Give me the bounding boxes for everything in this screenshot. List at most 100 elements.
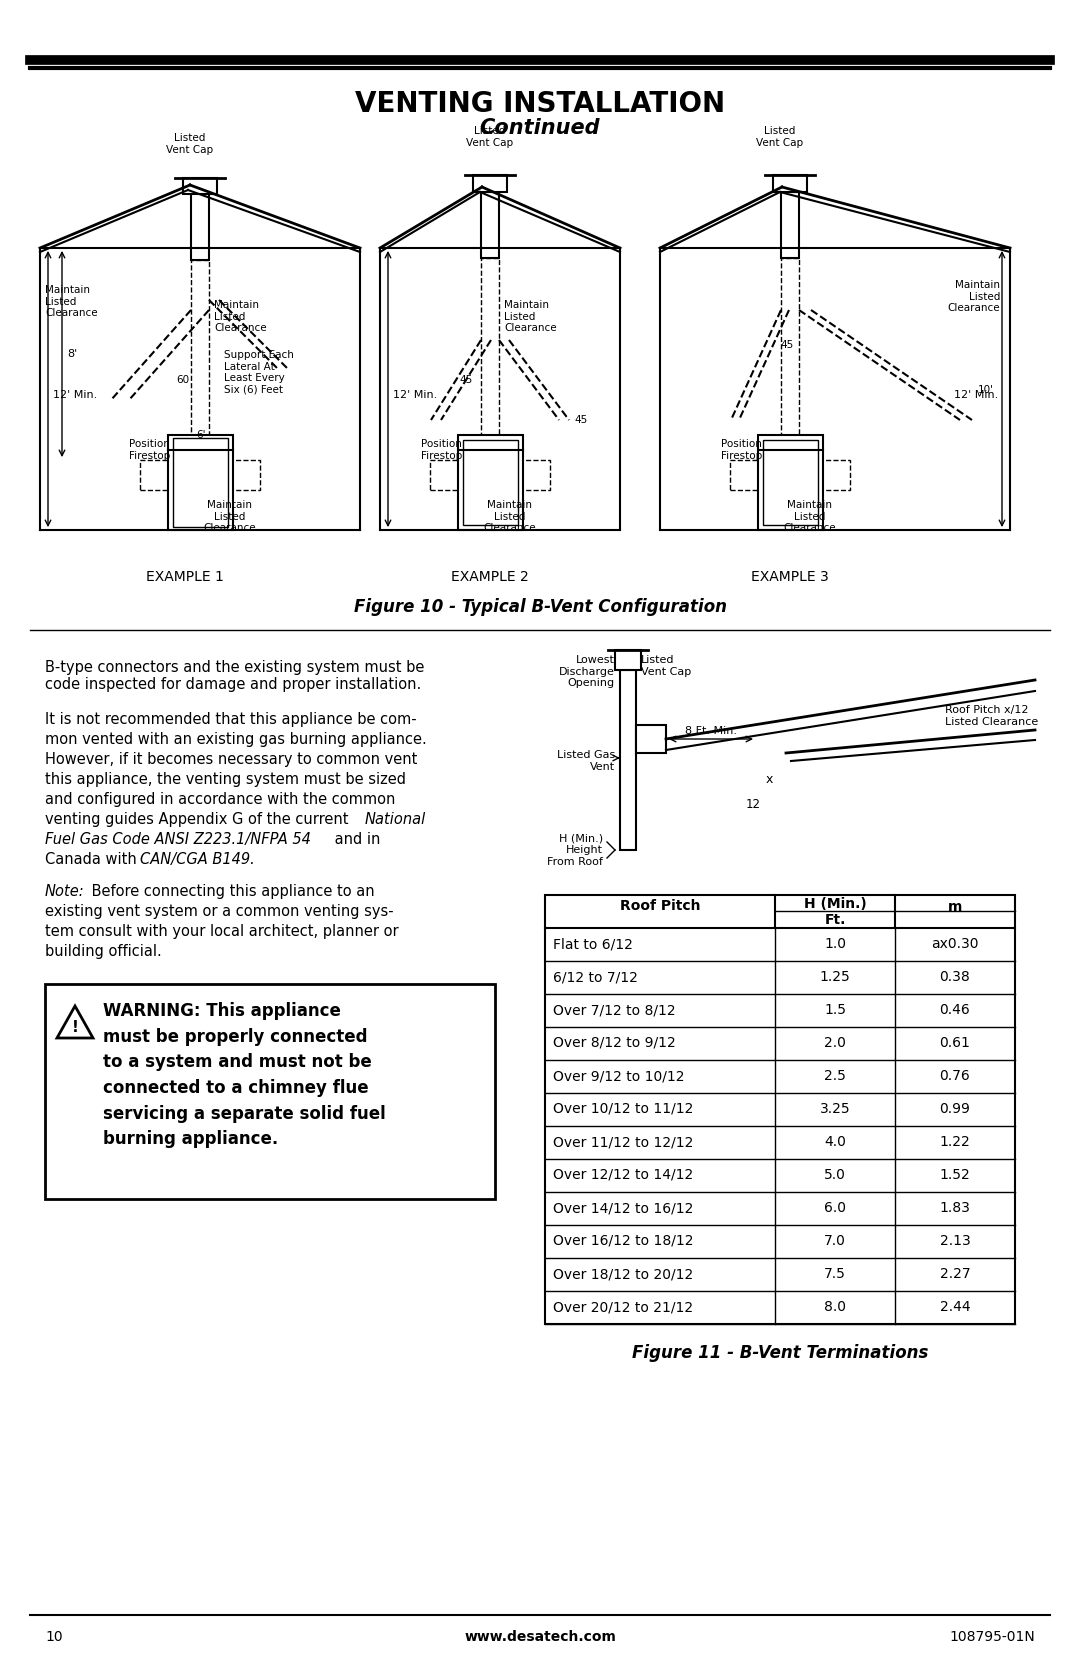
Text: this appliance, the venting system must be sized: this appliance, the venting system must … bbox=[45, 773, 406, 788]
Text: venting guides Appendix G of the current: venting guides Appendix G of the current bbox=[45, 813, 353, 828]
Text: However, if it becomes necessary to common vent: However, if it becomes necessary to comm… bbox=[45, 753, 417, 768]
Text: 8': 8' bbox=[67, 349, 78, 359]
Text: 4.0: 4.0 bbox=[824, 1135, 846, 1148]
Text: 45: 45 bbox=[573, 416, 588, 426]
Text: Over 18/12 to 20/12: Over 18/12 to 20/12 bbox=[553, 1267, 693, 1282]
Bar bbox=[773, 175, 807, 192]
Text: CAN/CGA B149.: CAN/CGA B149. bbox=[140, 851, 255, 866]
Text: 2.5: 2.5 bbox=[824, 1070, 846, 1083]
Text: Maintain
Listed
Clearance: Maintain Listed Clearance bbox=[214, 300, 267, 334]
Text: EXAMPLE 3: EXAMPLE 3 bbox=[751, 571, 828, 584]
Bar bbox=[183, 179, 217, 194]
Text: www.desatech.com: www.desatech.com bbox=[464, 1631, 616, 1644]
Text: Before connecting this appliance to an: Before connecting this appliance to an bbox=[87, 885, 375, 900]
Text: 45: 45 bbox=[781, 340, 794, 350]
Text: Canada with: Canada with bbox=[45, 851, 141, 866]
Text: Continued: Continued bbox=[480, 118, 600, 139]
Text: 12: 12 bbox=[746, 798, 761, 811]
Text: EXAMPLE 1: EXAMPLE 1 bbox=[146, 571, 224, 584]
Bar bbox=[730, 461, 850, 491]
Text: Over 14/12 to 16/12: Over 14/12 to 16/12 bbox=[553, 1202, 693, 1215]
Bar bbox=[781, 259, 799, 437]
Text: National: National bbox=[365, 813, 427, 828]
Text: 0.38: 0.38 bbox=[940, 970, 970, 985]
Text: 1.25: 1.25 bbox=[820, 970, 850, 985]
Bar bbox=[781, 192, 799, 259]
Text: 8 Ft. Min.: 8 Ft. Min. bbox=[685, 726, 737, 736]
Text: 2.13: 2.13 bbox=[940, 1233, 970, 1248]
Bar bbox=[615, 649, 642, 669]
Text: !: ! bbox=[71, 1020, 79, 1035]
Text: Fuel Gas Code ANSI Z223.1/NFPA 54: Fuel Gas Code ANSI Z223.1/NFPA 54 bbox=[45, 833, 311, 846]
Text: Roof Pitch: Roof Pitch bbox=[620, 900, 700, 913]
Bar bbox=[168, 436, 233, 531]
Text: Maintain
Listed
Clearance: Maintain Listed Clearance bbox=[947, 280, 1000, 314]
Text: 12' Min.: 12' Min. bbox=[393, 391, 437, 401]
Text: 1.52: 1.52 bbox=[940, 1168, 970, 1182]
Text: 1.0: 1.0 bbox=[824, 936, 846, 951]
Text: Over 16/12 to 18/12: Over 16/12 to 18/12 bbox=[553, 1233, 693, 1248]
Text: Note:: Note: bbox=[45, 885, 84, 900]
Text: 12' Min.: 12' Min. bbox=[53, 391, 97, 401]
Text: EXAMPLE 2: EXAMPLE 2 bbox=[451, 571, 529, 584]
Text: 12' Min.: 12' Min. bbox=[954, 391, 998, 401]
Text: 2.27: 2.27 bbox=[940, 1267, 970, 1282]
Text: x: x bbox=[766, 773, 773, 786]
Text: 2.44: 2.44 bbox=[940, 1300, 970, 1314]
Text: 0.99: 0.99 bbox=[940, 1102, 971, 1117]
Text: Figure 10 - Typical B-Vent Configuration: Figure 10 - Typical B-Vent Configuration bbox=[353, 598, 727, 616]
Text: Over 7/12 to 8/12: Over 7/12 to 8/12 bbox=[553, 1003, 676, 1016]
Text: m: m bbox=[948, 900, 962, 915]
Text: 1.5: 1.5 bbox=[824, 1003, 846, 1016]
Text: 10': 10' bbox=[978, 386, 994, 396]
Bar bbox=[545, 895, 1015, 1324]
Text: existing vent system or a common venting sys-: existing vent system or a common venting… bbox=[45, 905, 393, 920]
Bar bbox=[191, 260, 210, 441]
Text: mon vented with an existing gas burning appliance.: mon vented with an existing gas burning … bbox=[45, 733, 427, 748]
Text: tem consult with your local architect, planner or: tem consult with your local architect, p… bbox=[45, 925, 399, 940]
Text: Figure 11 - B-Vent Terminations: Figure 11 - B-Vent Terminations bbox=[632, 1344, 928, 1362]
Text: 0.76: 0.76 bbox=[940, 1070, 970, 1083]
Text: Position
Firestop: Position Firestop bbox=[421, 439, 462, 461]
Bar bbox=[173, 437, 228, 527]
Text: Listed
Vent Cap: Listed Vent Cap bbox=[467, 127, 514, 149]
Text: 45: 45 bbox=[460, 376, 473, 386]
Bar bbox=[463, 441, 518, 526]
Text: 7.0: 7.0 bbox=[824, 1233, 846, 1248]
Text: Maintain
Listed
Clearance: Maintain Listed Clearance bbox=[484, 501, 537, 532]
Text: Ft.: Ft. bbox=[824, 913, 846, 926]
Text: ax0.30: ax0.30 bbox=[931, 936, 978, 951]
Text: and in: and in bbox=[330, 833, 380, 846]
Text: 1.83: 1.83 bbox=[940, 1202, 971, 1215]
Text: building official.: building official. bbox=[45, 945, 162, 960]
Text: Over 10/12 to 11/12: Over 10/12 to 11/12 bbox=[553, 1102, 693, 1117]
Bar bbox=[458, 436, 523, 531]
Text: 1.22: 1.22 bbox=[940, 1135, 970, 1148]
Text: Over 20/12 to 21/12: Over 20/12 to 21/12 bbox=[553, 1300, 693, 1314]
Text: Maintain
Listed
Clearance: Maintain Listed Clearance bbox=[784, 501, 836, 532]
Text: Listed
Vent Cap: Listed Vent Cap bbox=[756, 127, 804, 149]
Text: 0.46: 0.46 bbox=[940, 1003, 970, 1016]
Text: 0.61: 0.61 bbox=[940, 1036, 971, 1050]
Text: It is not recommended that this appliance be com-: It is not recommended that this applianc… bbox=[45, 713, 417, 728]
Text: Maintain
Listed
Clearance: Maintain Listed Clearance bbox=[504, 300, 556, 334]
Text: Listed Gas
Vent: Listed Gas Vent bbox=[557, 749, 615, 771]
Text: 7.5: 7.5 bbox=[824, 1267, 846, 1282]
Text: Position
Firestop: Position Firestop bbox=[129, 439, 170, 461]
Text: Maintain
Listed
Clearance: Maintain Listed Clearance bbox=[45, 285, 97, 319]
Bar bbox=[481, 259, 499, 437]
Text: 2.0: 2.0 bbox=[824, 1036, 846, 1050]
Text: 3.25: 3.25 bbox=[820, 1102, 850, 1117]
Text: VENTING INSTALLATION: VENTING INSTALLATION bbox=[355, 90, 725, 118]
Text: H (Min.)
Height
From Roof: H (Min.) Height From Roof bbox=[548, 833, 603, 866]
Bar bbox=[140, 461, 260, 491]
Text: 5.0: 5.0 bbox=[824, 1168, 846, 1182]
Text: and configured in accordance with the common: and configured in accordance with the co… bbox=[45, 793, 395, 808]
Text: 60: 60 bbox=[176, 376, 189, 386]
Text: Over 11/12 to 12/12: Over 11/12 to 12/12 bbox=[553, 1135, 693, 1148]
Text: Flat to 6/12: Flat to 6/12 bbox=[553, 936, 633, 951]
Text: Over 9/12 to 10/12: Over 9/12 to 10/12 bbox=[553, 1070, 685, 1083]
Text: Listed
Vent Cap: Listed Vent Cap bbox=[166, 134, 214, 155]
Text: Roof Pitch x/12
Listed Clearance: Roof Pitch x/12 Listed Clearance bbox=[945, 704, 1038, 726]
Text: Maintain
Listed
Clearance: Maintain Listed Clearance bbox=[204, 501, 256, 532]
